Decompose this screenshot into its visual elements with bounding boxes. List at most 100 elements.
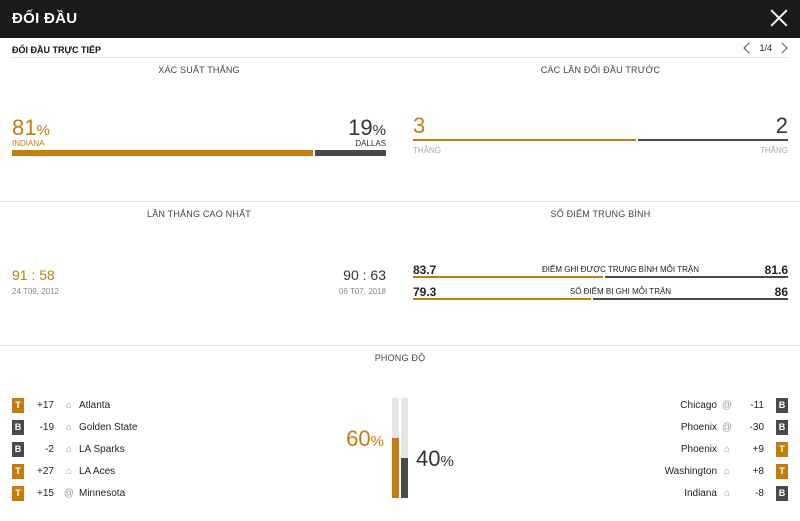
pct-sign: %: [372, 122, 386, 139]
previous-away-wins: 2: [775, 113, 788, 138]
avg-conceded-home: 79.3: [413, 285, 437, 299]
section-subtitle: ĐỐI ĐẦU TRỰC TIẾP: [12, 45, 101, 55]
opponent-name: LA Aces: [79, 465, 116, 477]
home-icon: ⌂: [723, 465, 731, 477]
previous-away-label: THẮNG: [760, 146, 788, 155]
score-diff: +9: [752, 443, 764, 455]
win-prob-title: XÁC SUẤT THẮNG: [158, 65, 240, 75]
form-row: B -19 ⌂ Golden State: [12, 419, 137, 435]
avg-scored-label: ĐIỂM GHI ĐƯỢC TRUNG BÌNH MỖI TRẬN: [542, 265, 699, 274]
avg-scored-home-line: [413, 276, 603, 278]
at-icon: @: [63, 487, 75, 499]
home-form-pct-value: 60: [346, 426, 371, 451]
header-bar: ĐỐI ĐẦU: [0, 0, 800, 38]
result-badge: B: [776, 397, 788, 413]
form-row: B -2 ⌂ LA Sparks: [12, 441, 125, 457]
form-row: Washington ⌂ +8 T: [665, 463, 788, 479]
opponent-name: Indiana: [684, 487, 717, 499]
previous-title: CÁC LẦN ĐỐI ĐẦU TRƯỚC: [540, 65, 661, 75]
opponent-name: Golden State: [79, 421, 138, 433]
away-form-bar-bg: [401, 398, 408, 498]
close-icon[interactable]: [770, 9, 788, 27]
win-prob-away: 19%: [348, 115, 386, 141]
opponent-name: LA Sparks: [79, 443, 125, 455]
opponent-name: Washington: [664, 465, 717, 477]
form-row: Phoenix ⌂ +9 T: [681, 441, 788, 457]
divider: [12, 57, 788, 58]
chevron-left-icon[interactable]: [743, 42, 756, 54]
score-diff: -30: [749, 421, 764, 433]
biggest-win-away-date: 06 T07, 2018: [338, 287, 386, 296]
opponent-name: Minnesota: [79, 487, 126, 499]
result-badge: T: [776, 441, 788, 457]
win-prob-home-value: 81: [12, 115, 37, 140]
avg-scored-home: 83.7: [413, 263, 437, 277]
biggest-win-title: LẦN THẮNG CAO NHẤT: [147, 209, 251, 219]
avg-conceded-away-line: [593, 298, 788, 300]
avg-points-title: SỐ ĐIỂM TRUNG BÌNH: [550, 209, 651, 219]
at-icon: @: [721, 421, 733, 433]
previous-home-wins: 3: [413, 113, 426, 138]
avg-conceded-home-line: [413, 298, 591, 300]
home-icon: ⌂: [65, 399, 73, 411]
win-prob-home-bar: [12, 150, 313, 156]
result-badge: B: [776, 419, 788, 435]
score-diff: +27: [37, 465, 54, 477]
away-form-bar: [401, 458, 408, 498]
avg-conceded-label: SỐ ĐIỂM BỊ GHI MỖI TRẬN: [569, 287, 672, 296]
score-diff: +17: [37, 399, 54, 411]
previous-away-line: [638, 139, 788, 141]
home-icon: ⌂: [65, 421, 73, 433]
score-diff: +15: [37, 487, 54, 499]
at-icon: @: [721, 399, 733, 411]
biggest-win-home-score: 91 : 58: [12, 267, 55, 283]
win-prob-away-bar: [315, 150, 386, 156]
home-icon: ⌂: [65, 443, 73, 455]
form-row: Phoenix @ -30 B: [681, 419, 788, 435]
pct-sign: %: [36, 122, 50, 139]
result-badge: T: [12, 397, 24, 413]
away-form-pct: 40%: [416, 446, 454, 472]
avg-scored-away: 81.6: [764, 263, 788, 277]
form-row: T +15 @ Minnesota: [12, 485, 125, 501]
chevron-right-icon[interactable]: [776, 42, 788, 54]
result-badge: B: [12, 441, 24, 457]
previous-home-line: [413, 139, 636, 141]
divider: [0, 345, 800, 346]
win-prob-home: 81%: [12, 115, 50, 141]
result-badge: B: [12, 419, 24, 435]
home-form-bar: [392, 438, 399, 498]
avg-conceded-away: 86: [774, 285, 788, 299]
biggest-win-home-date: 24 T09, 2012: [12, 287, 60, 296]
away-form-pct-value: 40: [416, 446, 441, 471]
biggest-win-away-score: 90 : 63: [343, 267, 386, 283]
result-badge: T: [12, 485, 24, 501]
form-row: T +17 ⌂ Atlanta: [12, 397, 110, 413]
pct-sign: %: [370, 433, 384, 450]
opponent-name: Phoenix: [680, 443, 717, 455]
pager: 1/4: [743, 42, 788, 54]
header-title: ĐỐI ĐẦU: [12, 10, 78, 27]
home-icon: ⌂: [723, 443, 731, 455]
score-diff: +8: [752, 465, 764, 477]
win-prob-home-name: INDIANA: [12, 139, 45, 148]
home-icon: ⌂: [723, 487, 731, 499]
pager-label: 1/4: [759, 43, 772, 53]
opponent-name: Phoenix: [680, 421, 717, 433]
result-badge: B: [776, 485, 788, 501]
pct-sign: %: [440, 453, 454, 470]
previous-home-label: THẮNG: [413, 146, 441, 155]
form-title: PHONG ĐỘ: [374, 353, 426, 363]
opponent-name: Chicago: [680, 399, 717, 411]
home-icon: ⌂: [65, 465, 73, 477]
divider: [0, 201, 800, 202]
result-badge: T: [776, 463, 788, 479]
score-diff: -8: [755, 487, 764, 499]
win-prob-away-name: DALLAS: [355, 139, 386, 148]
form-row: Chicago @ -11 B: [680, 397, 788, 413]
form-row: T +27 ⌂ LA Aces: [12, 463, 115, 479]
opponent-name: Atlanta: [79, 399, 111, 411]
avg-scored-away-line: [605, 276, 788, 278]
form-row: Indiana ⌂ -8 B: [684, 485, 788, 501]
score-diff: -11: [750, 399, 764, 411]
